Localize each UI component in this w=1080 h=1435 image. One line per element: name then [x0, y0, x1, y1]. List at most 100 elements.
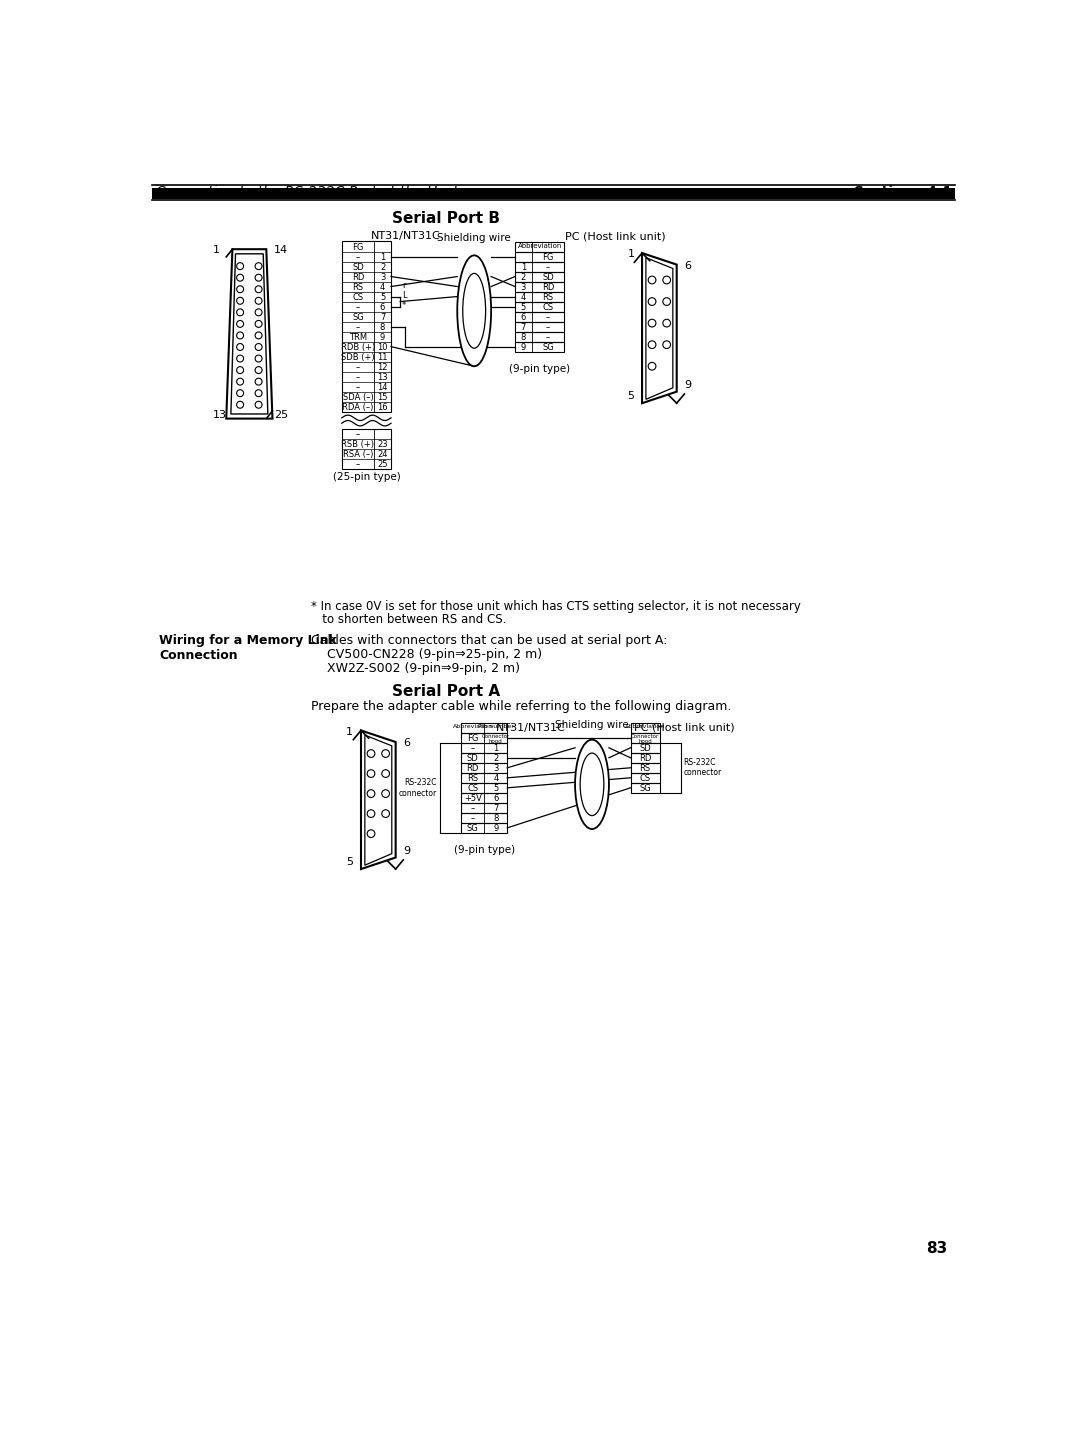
Text: 24: 24 [377, 451, 388, 459]
Circle shape [382, 749, 390, 758]
Bar [515, 271, 564, 281]
Text: Connector
hood: Connector hood [631, 733, 659, 745]
Bar [461, 723, 508, 733]
Text: 6: 6 [403, 738, 410, 748]
Text: 5: 5 [627, 390, 634, 400]
Bar [461, 784, 508, 792]
Bar [461, 812, 508, 822]
Text: 3: 3 [380, 273, 386, 283]
Text: 5: 5 [380, 293, 386, 303]
Bar [515, 251, 564, 261]
Bar [515, 301, 564, 311]
Text: 1: 1 [213, 245, 219, 255]
Circle shape [382, 809, 390, 818]
Text: 8: 8 [494, 815, 499, 824]
Text: 6: 6 [685, 261, 691, 271]
Bar [461, 822, 508, 832]
Text: 9: 9 [521, 343, 526, 352]
Text: 9: 9 [685, 380, 691, 390]
Circle shape [255, 274, 262, 281]
Bar [515, 241, 564, 251]
Circle shape [648, 276, 656, 284]
Text: –: – [471, 805, 475, 814]
Text: 14: 14 [377, 383, 388, 392]
Circle shape [663, 342, 671, 349]
Text: to shorten between RS and CS.: to shorten between RS and CS. [311, 613, 507, 627]
Bar [461, 792, 508, 802]
Text: FG: FG [542, 253, 554, 263]
Bar [631, 733, 660, 743]
Text: SDB (+): SDB (+) [341, 353, 375, 362]
Text: 1: 1 [347, 726, 353, 736]
Circle shape [367, 769, 375, 778]
Text: Shielding wire: Shielding wire [555, 720, 629, 729]
Text: FG: FG [467, 735, 478, 743]
Ellipse shape [462, 274, 486, 349]
Text: NT31/NT31C: NT31/NT31C [370, 231, 441, 241]
Circle shape [237, 390, 244, 396]
Circle shape [237, 286, 244, 293]
Ellipse shape [575, 739, 609, 829]
Text: –: – [546, 313, 550, 321]
Text: –: – [546, 333, 550, 342]
Text: +5V: +5V [463, 795, 482, 804]
Text: 2: 2 [494, 755, 498, 763]
Circle shape [237, 263, 244, 270]
Circle shape [255, 379, 262, 385]
Circle shape [663, 276, 671, 284]
Text: PC (Host link unit): PC (Host link unit) [565, 231, 665, 241]
Bar [515, 261, 564, 271]
Text: 13: 13 [213, 410, 227, 420]
Text: 13: 13 [377, 373, 388, 382]
Circle shape [255, 354, 262, 362]
Circle shape [237, 402, 244, 408]
Circle shape [255, 286, 262, 293]
Text: Connector
hood: Connector hood [482, 733, 510, 745]
Circle shape [237, 366, 244, 373]
Text: RS: RS [467, 775, 478, 784]
Text: Connecting to the RS-232C Port at the Host: Connecting to the RS-232C Port at the Ho… [157, 185, 459, 199]
Text: –: – [471, 815, 475, 824]
Bar [461, 733, 508, 743]
Circle shape [382, 789, 390, 798]
Text: * In case 0V is set for those unit which has CTS setting selector, it is not nec: * In case 0V is set for those unit which… [311, 600, 801, 613]
Text: 15: 15 [377, 393, 388, 402]
Text: SD: SD [352, 263, 364, 273]
Text: CS: CS [467, 785, 478, 794]
Text: CV500-CN228 (9-pin⇒25-pin, 2 m): CV500-CN228 (9-pin⇒25-pin, 2 m) [311, 649, 542, 662]
Circle shape [255, 320, 262, 327]
Text: Wiring for a Memory Link
Connection: Wiring for a Memory Link Connection [159, 634, 337, 662]
Bar [631, 723, 660, 733]
Circle shape [255, 263, 262, 270]
Text: RS-232C
connector: RS-232C connector [399, 778, 437, 798]
Text: –: – [546, 263, 550, 273]
Text: FG: FG [352, 243, 364, 253]
Circle shape [663, 297, 671, 306]
Text: RS-232C
connector: RS-232C connector [684, 758, 721, 778]
Bar [515, 291, 564, 301]
Circle shape [237, 309, 244, 316]
Bar [461, 773, 508, 784]
Polygon shape [226, 250, 272, 419]
Bar [515, 342, 564, 352]
Circle shape [237, 343, 244, 350]
Text: RSB (+): RSB (+) [341, 441, 375, 449]
Text: 25: 25 [377, 461, 388, 469]
Text: 25: 25 [274, 410, 288, 420]
Text: RD: RD [352, 273, 364, 283]
Text: CS: CS [639, 775, 650, 784]
Text: RS: RS [542, 293, 554, 303]
Text: 6: 6 [494, 795, 499, 804]
Bar [631, 773, 660, 784]
Text: RS: RS [352, 283, 364, 293]
Text: XW2Z-S002 (9-pin⇒9-pin, 2 m): XW2Z-S002 (9-pin⇒9-pin, 2 m) [311, 662, 519, 674]
Circle shape [237, 331, 244, 339]
Circle shape [255, 390, 262, 396]
Bar [461, 753, 508, 763]
Text: 11: 11 [377, 353, 388, 362]
Bar [515, 331, 564, 342]
Polygon shape [361, 730, 395, 870]
Bar [461, 743, 508, 753]
Text: –: – [355, 323, 360, 331]
Bar [515, 321, 564, 331]
